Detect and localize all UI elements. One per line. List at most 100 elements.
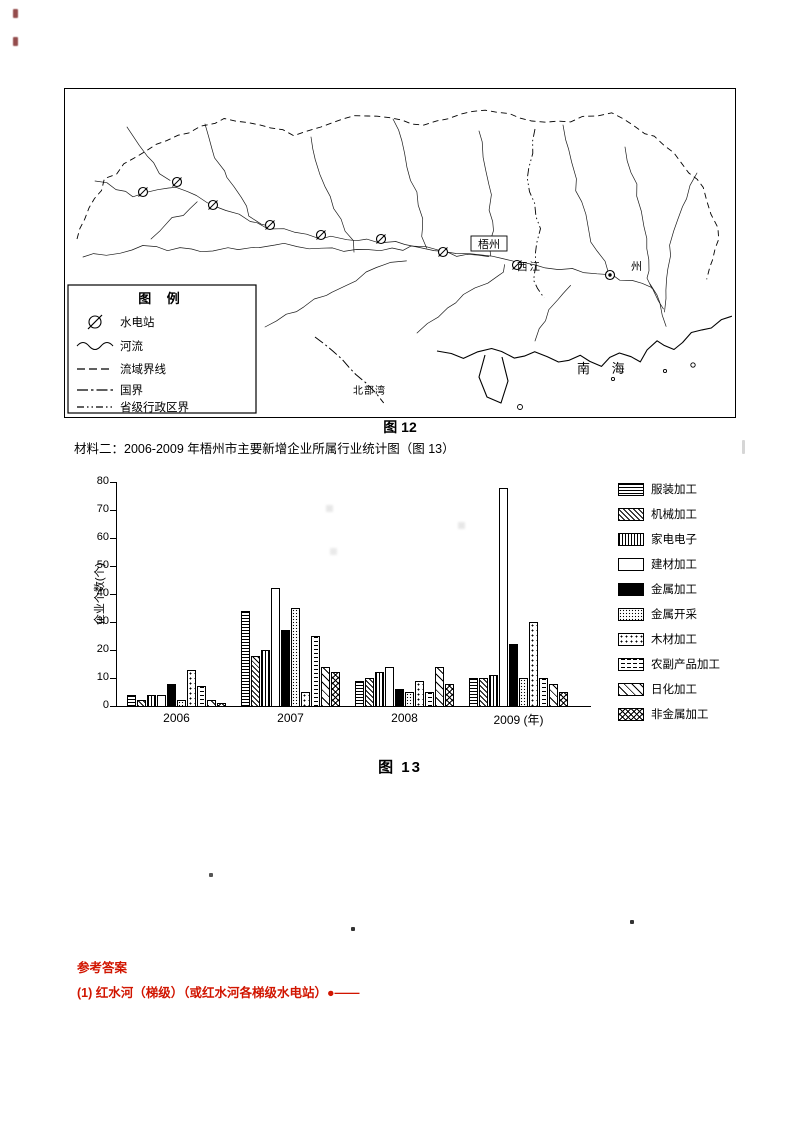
y-tick-label: 10 bbox=[96, 671, 109, 683]
legend-label: 农副产品加工 bbox=[651, 659, 720, 671]
x-tick-label: 2009 (年) bbox=[493, 713, 544, 727]
bar-group-2009: 2009 (年) bbox=[469, 482, 568, 727]
answer-key-heading: 参考答案 bbox=[77, 961, 128, 975]
guangzhou-city-symbol-dot bbox=[608, 273, 612, 277]
y-tick-label: 70 bbox=[96, 503, 109, 515]
legend-item: 服装加工 bbox=[618, 481, 720, 497]
scan-artifact bbox=[13, 9, 18, 18]
basin-map-svg: 梧州 西江 州 南 海 北部湾 图 例 水电站 河流 bbox=[67, 109, 733, 414]
bar bbox=[281, 630, 290, 706]
map-legend-label-provincial-boundary: 省级行政区界 bbox=[120, 400, 189, 414]
river-basin-map: 梧州 西江 州 南 海 北部湾 图 例 水电站 河流 bbox=[64, 88, 736, 418]
answer-line-1: (1) 红水河（梯级）（或红水河各梯级水电站）●—— bbox=[77, 986, 360, 1000]
bar bbox=[355, 680, 364, 706]
y-tick-mark bbox=[110, 566, 117, 568]
hydro-stations bbox=[137, 176, 523, 271]
bar bbox=[127, 694, 136, 706]
chart-legend: 服装加工机械加工家电电子建材加工金属加工金属开采木材加工农副产品加工 日化加工非金… bbox=[618, 481, 720, 731]
chart-bars: 2006 2007 2008 2009 (年) bbox=[117, 482, 601, 727]
scan-artifact bbox=[330, 548, 337, 555]
legend-label: 木材加工 bbox=[651, 634, 697, 646]
bar bbox=[261, 650, 270, 706]
legend-item: 金属加工 bbox=[618, 581, 720, 597]
bar bbox=[331, 672, 340, 706]
y-tick-label: 80 bbox=[96, 475, 109, 487]
legend-item: 建材加工 bbox=[618, 556, 720, 572]
y-tick-mark bbox=[110, 622, 117, 624]
legend-swatch bbox=[618, 557, 644, 571]
bar bbox=[499, 487, 508, 706]
legend-item: 非金属加工 bbox=[618, 706, 720, 722]
bar-group-2006: 2006 bbox=[127, 482, 226, 725]
bar-group-2007: 2007 bbox=[241, 482, 340, 725]
y-tick-label: 60 bbox=[96, 531, 109, 543]
bar bbox=[301, 692, 310, 706]
industry-bar-chart: 企业个数(个) 2006 2007 2008 2009 (年) 0 10 20 30 40 50… bbox=[70, 468, 630, 760]
river-line-icon bbox=[76, 342, 114, 350]
bar bbox=[529, 622, 538, 706]
map-label-wuzhou: 梧州 bbox=[478, 237, 500, 251]
legend-label: 建材加工 bbox=[651, 559, 697, 571]
bar bbox=[395, 689, 404, 706]
map-label-beibu-gulf: 北部湾 bbox=[353, 384, 386, 397]
bar bbox=[167, 683, 176, 706]
y-tick-label: 20 bbox=[96, 643, 109, 655]
bar bbox=[509, 644, 518, 706]
scan-artifact bbox=[326, 505, 333, 512]
legend-swatch bbox=[618, 582, 644, 596]
legend-item: 家电电子 bbox=[618, 531, 720, 547]
y-tick-label: 50 bbox=[96, 559, 109, 571]
bar bbox=[445, 683, 454, 706]
scan-artifact bbox=[13, 37, 18, 46]
y-tick-mark bbox=[110, 706, 117, 708]
y-tick-label: 30 bbox=[96, 615, 109, 627]
scan-artifact bbox=[630, 920, 634, 924]
map-labels: 梧州 西江 州 南 海 北部湾 bbox=[353, 235, 642, 397]
map-legend: 图 例 水电站 河流 流域界线 国界 省级行政区界 bbox=[67, 284, 257, 414]
y-tick-mark bbox=[110, 538, 117, 540]
map-legend-label-river: 河流 bbox=[120, 339, 143, 353]
bar bbox=[321, 666, 330, 706]
bar bbox=[559, 692, 568, 706]
map-label-xijiang: 西江 bbox=[517, 261, 542, 273]
bar bbox=[415, 680, 424, 706]
legend-label: 金属开采 bbox=[651, 609, 697, 621]
bar bbox=[405, 692, 414, 706]
bar-group-2008: 2008 bbox=[355, 482, 454, 725]
legend-label: 非金属加工 bbox=[651, 709, 709, 721]
legend-label: 家电电子 bbox=[651, 534, 697, 546]
hydro-station-icon-slash bbox=[87, 314, 103, 330]
bar bbox=[549, 683, 558, 706]
bar bbox=[241, 610, 250, 706]
wuzhou-city-box bbox=[470, 235, 508, 252]
legend-item: 机械加工 bbox=[618, 506, 720, 522]
bar bbox=[217, 703, 226, 706]
chart-plot-area: 2006 2007 2008 2009 (年) 0 10 20 30 40 50 60 70 80 bbox=[97, 475, 591, 727]
scan-artifact bbox=[351, 927, 355, 931]
river-network bbox=[76, 109, 733, 410]
legend-swatch bbox=[618, 532, 644, 546]
legend-label: 日化加工 bbox=[651, 684, 697, 696]
bar bbox=[251, 655, 260, 706]
legend-swatch bbox=[618, 632, 644, 646]
y-tick-label: 0 bbox=[102, 699, 109, 711]
bar bbox=[157, 694, 166, 706]
legend-label: 服装加工 bbox=[651, 484, 697, 496]
bar bbox=[469, 678, 478, 706]
bar bbox=[479, 678, 488, 706]
scan-artifact bbox=[458, 522, 465, 529]
bar bbox=[187, 669, 196, 706]
legend-label: 金属加工 bbox=[651, 584, 697, 596]
y-tick-mark bbox=[110, 482, 117, 484]
y-tick-mark bbox=[110, 650, 117, 652]
map-legend-title: 图 例 bbox=[138, 291, 186, 306]
bar bbox=[539, 678, 548, 706]
scan-artifact bbox=[742, 440, 745, 454]
legend-item: 木材加工 bbox=[618, 631, 720, 647]
bar bbox=[375, 672, 384, 706]
y-tick-mark bbox=[110, 594, 117, 596]
legend-label: 机械加工 bbox=[651, 509, 697, 521]
material-two-text: 材料二：2006-2009 年梧州市主要新增企业所属行业统计图（图 13） bbox=[74, 442, 455, 456]
x-tick-label: 2006 bbox=[163, 711, 190, 725]
